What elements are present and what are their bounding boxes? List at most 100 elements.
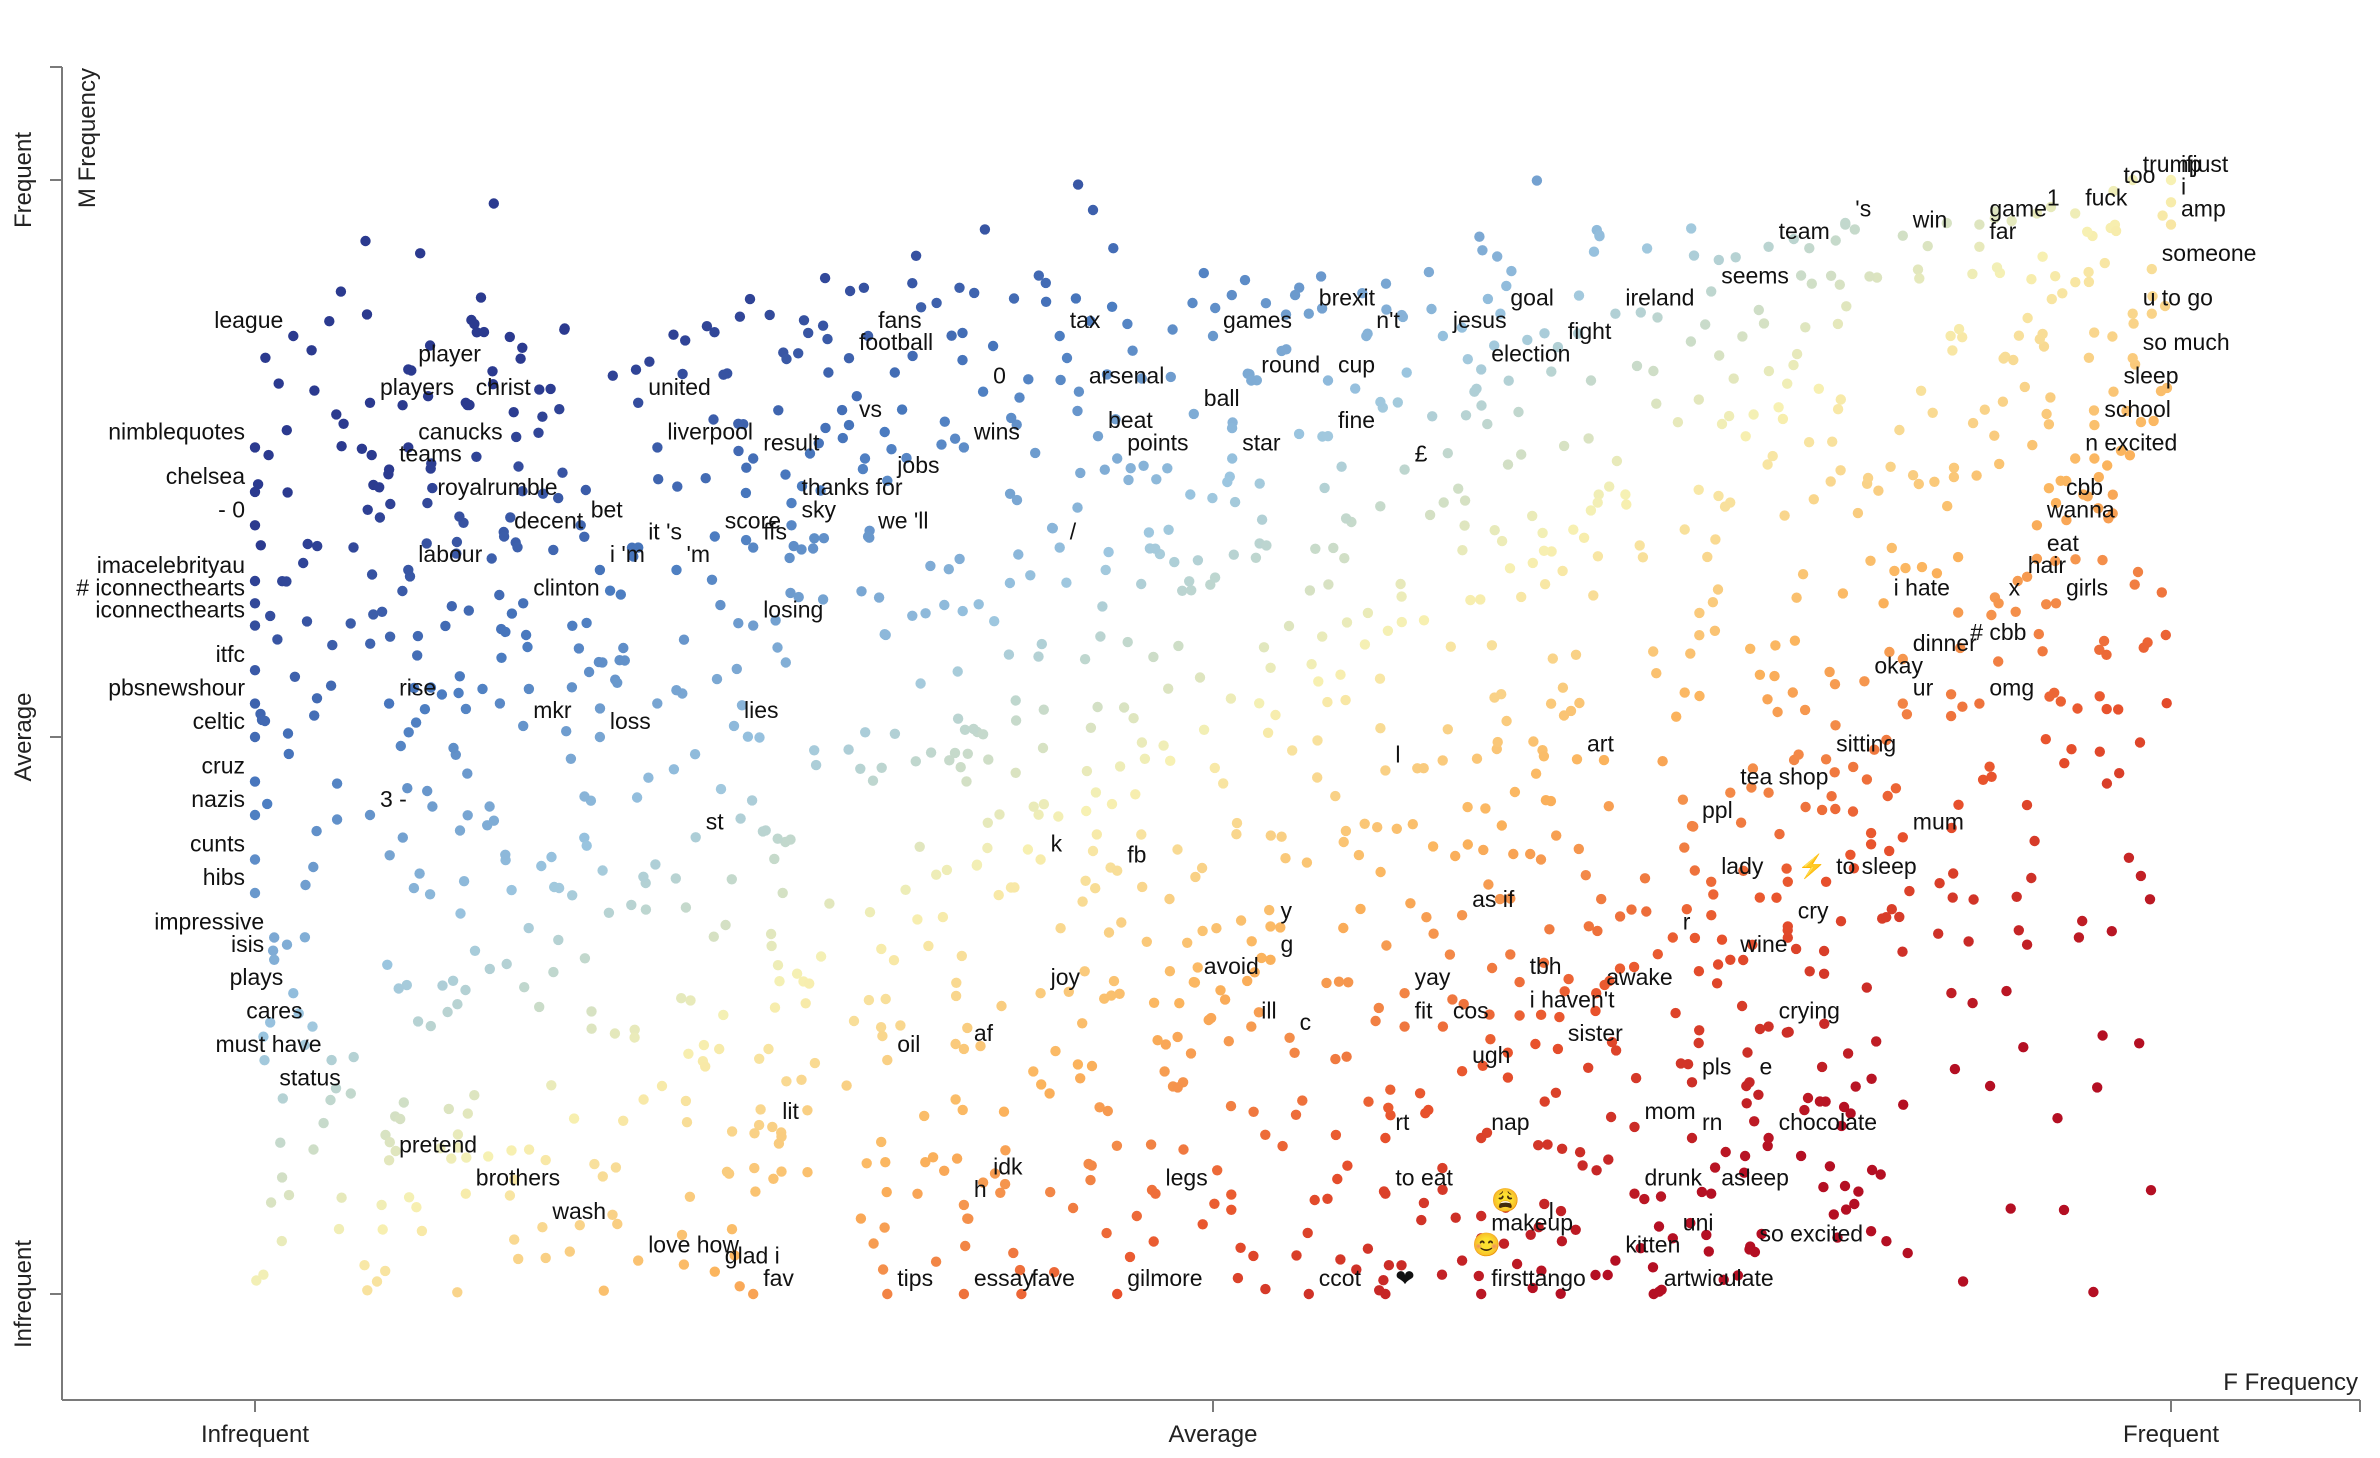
term-point	[2083, 352, 2095, 363]
term-point	[513, 461, 524, 472]
term-point	[1381, 940, 1392, 951]
term-point	[259, 715, 271, 727]
term-point	[1651, 398, 1662, 409]
term-point	[348, 1051, 359, 1063]
term-point	[1343, 977, 1354, 988]
term-point	[1322, 696, 1333, 708]
term-label: pbsnewshour	[108, 675, 245, 701]
term-label: wine	[1739, 931, 1787, 957]
term-point	[453, 687, 464, 699]
term-point	[2021, 799, 2033, 811]
term-point	[1167, 324, 1178, 335]
term-point	[1340, 513, 1352, 524]
term-point	[1834, 279, 1846, 290]
term-point	[856, 586, 867, 597]
term-point	[1291, 1250, 1302, 1261]
term-point	[484, 963, 495, 975]
term-point	[1395, 578, 1406, 590]
term-point	[1178, 1144, 1189, 1155]
term-point	[2043, 419, 2055, 430]
term-point	[1670, 1007, 1681, 1019]
term-point-labeled	[1361, 330, 1372, 342]
term-point	[1711, 978, 1723, 989]
term-point	[631, 792, 643, 803]
term-point	[331, 409, 342, 420]
term-point	[943, 564, 954, 575]
term-point-labeled	[249, 698, 261, 709]
term-label: ill	[1261, 998, 1276, 1024]
term-point-labeled	[1437, 1021, 1449, 1032]
term-point	[1342, 1160, 1353, 1171]
term-point	[1004, 488, 1016, 499]
term-point	[1789, 635, 1801, 646]
term-point	[2070, 554, 2081, 565]
term-point	[915, 302, 927, 313]
term-point	[1003, 649, 1015, 660]
term-point	[773, 405, 784, 416]
term-point-labeled	[460, 397, 471, 408]
term-point	[1087, 204, 1099, 216]
term-point	[1610, 1045, 1622, 1056]
term-point	[780, 469, 791, 480]
term-point	[1287, 745, 1298, 756]
term-point-labeled	[633, 1255, 644, 1266]
term-label: must have	[215, 1031, 321, 1057]
term-point	[1826, 791, 1837, 802]
term-point-labeled	[843, 353, 855, 364]
term-point	[1072, 1059, 1084, 1070]
term-point	[422, 785, 433, 797]
term-label: nap	[1491, 1109, 1529, 1135]
term-point	[1177, 585, 1188, 596]
term-point	[1330, 1129, 1342, 1141]
term-point	[1885, 461, 1896, 472]
term-point	[1492, 736, 1503, 748]
term-point	[1158, 740, 1169, 751]
term-point	[1902, 1247, 1913, 1259]
term-point	[1114, 761, 1126, 772]
term-point	[955, 762, 966, 773]
term-point	[1839, 1180, 1851, 1192]
term-point	[1835, 465, 1846, 476]
term-point	[989, 616, 1000, 627]
term-point	[414, 868, 425, 879]
term-point	[1459, 520, 1470, 531]
term-label: y	[1281, 897, 1293, 923]
term-point	[1437, 1184, 1448, 1196]
term-point	[1085, 1174, 1096, 1186]
term-point	[376, 1199, 387, 1211]
term-point	[1712, 584, 1724, 595]
term-point	[793, 591, 804, 603]
term-point	[494, 698, 506, 709]
term-point	[1022, 844, 1034, 855]
term-point	[579, 791, 590, 802]
term-point	[1516, 591, 1527, 603]
term-point	[1732, 1270, 1744, 1281]
term-point	[1053, 811, 1064, 822]
term-label: game	[1989, 196, 2047, 222]
term-point	[260, 352, 271, 363]
term-point	[1375, 866, 1386, 878]
term-point	[2156, 587, 2167, 598]
term-point	[1136, 578, 1147, 590]
term-point	[2157, 210, 2168, 221]
term-point	[1309, 1194, 1320, 1206]
term-point	[804, 978, 815, 989]
term-point	[968, 723, 979, 735]
term-label: e	[1760, 1053, 1773, 1079]
term-point-labeled	[1380, 765, 1391, 776]
term-point	[553, 934, 564, 946]
term-point	[1087, 845, 1099, 857]
term-point	[1989, 213, 2001, 224]
term-label: 'm	[687, 541, 711, 567]
term-point	[1963, 936, 1974, 947]
term-point	[1799, 704, 1811, 716]
term-point	[460, 703, 472, 715]
term-point	[2018, 1042, 2029, 1053]
term-label: fans	[878, 307, 921, 333]
term-point	[1114, 988, 1125, 999]
term-point	[1539, 579, 1551, 590]
term-label: cares	[246, 998, 302, 1024]
term-point	[1829, 679, 1841, 690]
term-point	[402, 783, 413, 794]
term-point	[1125, 463, 1136, 474]
